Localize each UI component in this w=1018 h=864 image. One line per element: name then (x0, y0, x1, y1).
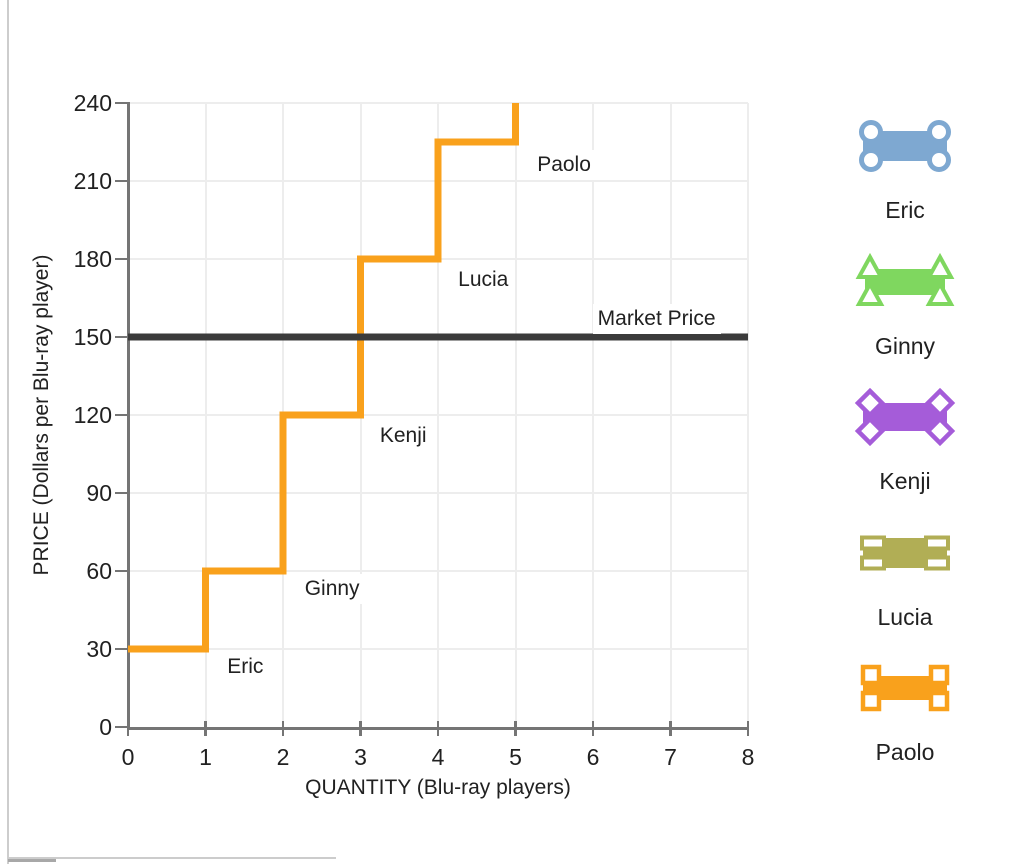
x-tick-label-4: 4 (431, 744, 445, 770)
y-tick-label-120: 120 (73, 402, 112, 428)
x-tick-7 (669, 721, 672, 736)
chart-label-eric: Eric (222, 652, 269, 683)
supply-curve[interactable] (128, 103, 519, 653)
eric-drag-segment-icon (859, 120, 951, 172)
y-tick-label-30: 30 (86, 636, 112, 662)
ginny-drag-segment-icon (855, 252, 955, 306)
segment-bar (863, 131, 947, 161)
gridline-y-30 (128, 648, 748, 650)
y-tick-60 (115, 569, 130, 573)
y-tick-210 (115, 179, 130, 183)
rect-marker (860, 555, 886, 570)
y-tick-150 (115, 335, 130, 339)
rect-marker (924, 555, 950, 570)
diamond-marker (854, 387, 886, 419)
gridline-y-240 (128, 102, 748, 104)
circle-marker (859, 148, 883, 172)
rect-marker (860, 535, 886, 550)
page-bottom-divider (8, 857, 336, 859)
y-tick-label-180: 180 (73, 246, 112, 272)
x-tick-label-8: 8 (741, 744, 755, 770)
page-left-border (7, 0, 9, 864)
rect-marker (924, 535, 950, 550)
kenji-drag-segment-icon (854, 387, 956, 447)
segment-bar (863, 676, 947, 700)
diamond-marker (924, 387, 956, 419)
x-tick-label-0: 0 (121, 744, 135, 770)
square-marker (860, 664, 882, 686)
y-tick-label-90: 90 (86, 480, 112, 506)
legend-item-paolo[interactable]: Paolo (830, 660, 980, 766)
square-marker (860, 690, 882, 712)
x-tick-label-7: 7 (664, 744, 677, 770)
x-tick-4 (436, 721, 440, 736)
diamond-marker (924, 415, 956, 447)
chart-label-ginny: Ginny (299, 574, 365, 605)
chart-label-market-price: Market Price (592, 303, 721, 334)
legend: Eric Ginny Kenji Lucia Paolo (830, 118, 980, 808)
legend-item-ginny[interactable]: Ginny (830, 252, 980, 360)
legend-label: Kenji (879, 468, 931, 494)
gridline-x-8 (747, 103, 749, 727)
paolo-drag-segment-icon (860, 664, 950, 712)
legend-item-lucia[interactable]: Lucia (830, 525, 980, 631)
x-tick-label-5: 5 (509, 744, 522, 770)
diamond-marker (854, 415, 886, 447)
legend-label: Paolo (875, 739, 935, 765)
lucia-drag-segment-icon (860, 535, 950, 570)
legend-label: Eric (885, 197, 925, 223)
gridline-y-60 (128, 570, 748, 572)
circle-marker (927, 120, 951, 144)
y-tick-label-210: 210 (73, 168, 112, 194)
x-tick-8 (746, 721, 750, 736)
x-tick-0 (126, 721, 130, 736)
y-tick-label-60: 60 (86, 558, 112, 584)
square-marker (928, 664, 950, 686)
x-tick-label-3: 3 (354, 744, 367, 770)
chart-label-kenji: Kenji (374, 420, 432, 451)
segment-bar (865, 268, 945, 295)
segment-bar (863, 403, 947, 431)
y-tick-label-240: 240 (73, 90, 112, 116)
circle-marker (859, 120, 883, 144)
x-tick-3 (359, 721, 362, 736)
x-tick-label-1: 1 (199, 744, 212, 770)
x-axis-title: QUANTITY (Blu-ray players) (305, 776, 571, 799)
y-tick-label-0: 0 (99, 714, 112, 740)
y-tick-0 (115, 725, 130, 729)
triangle-marker (925, 252, 955, 279)
circle-marker (927, 148, 951, 172)
y-tick-120 (115, 413, 130, 417)
y-tick-label-150: 150 (73, 324, 112, 350)
x-tick-2 (281, 721, 285, 736)
square-marker (928, 690, 950, 712)
legend-item-eric[interactable]: Eric (830, 118, 980, 224)
triangle-marker (925, 279, 955, 306)
legend-label: Lucia (877, 603, 933, 630)
x-tick-label-6: 6 (586, 744, 600, 770)
chart-label-paolo: Paolo (532, 150, 596, 181)
y-tick-30 (115, 647, 130, 651)
x-tick-6 (591, 721, 595, 736)
triangle-marker (855, 279, 885, 306)
gridline-y-90 (128, 492, 748, 494)
legend-item-kenji[interactable]: Kenji (830, 387, 980, 495)
y-tick-240 (115, 101, 130, 105)
triangle-marker (855, 252, 885, 279)
x-tick-5 (514, 721, 517, 736)
x-tick-label-2: 2 (276, 744, 290, 770)
legend-label: Ginny (874, 332, 936, 359)
page-bottom-divider-stub (8, 859, 56, 862)
chart-label-lucia: Lucia (453, 264, 514, 295)
x-tick-1 (204, 721, 207, 736)
gridline-y-120 (128, 414, 748, 416)
y-tick-90 (115, 491, 130, 495)
curves-layer (128, 103, 748, 653)
y-tick-180 (115, 257, 130, 261)
